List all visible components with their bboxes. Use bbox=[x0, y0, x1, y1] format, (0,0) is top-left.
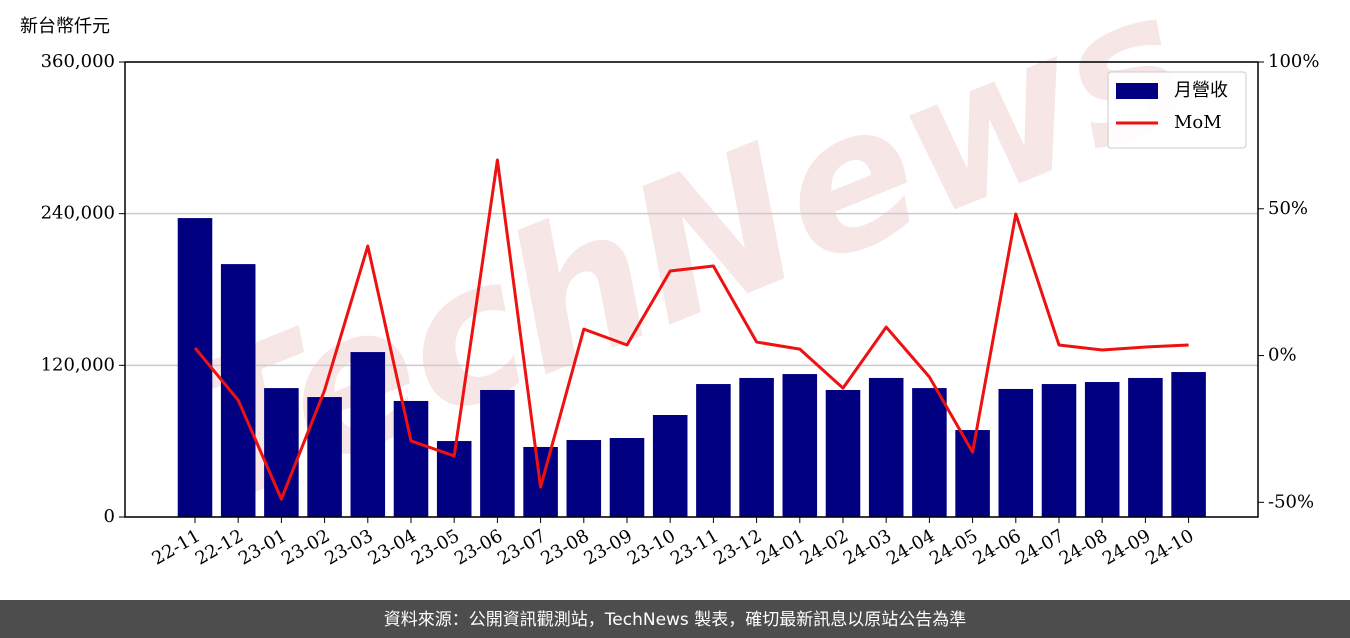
y-tick-label: 360,000 bbox=[41, 51, 115, 72]
x-tick-label: 24-07 bbox=[1013, 525, 1068, 569]
x-tick-label: 23-02 bbox=[278, 525, 333, 569]
y2-tick-label: 100% bbox=[1268, 51, 1319, 72]
legend-swatch bbox=[1116, 83, 1158, 99]
x-tick-label: 24-02 bbox=[797, 525, 852, 569]
y-tick-label: 120,000 bbox=[41, 354, 115, 375]
x-tick-label: 23-12 bbox=[710, 525, 765, 569]
y2-tick-label: 0% bbox=[1268, 345, 1297, 366]
bar bbox=[609, 438, 645, 517]
bar bbox=[825, 389, 861, 517]
x-tick-label: 23-04 bbox=[365, 525, 420, 569]
bar bbox=[652, 415, 688, 517]
x-tick-label: 24-03 bbox=[840, 525, 895, 569]
legend: 月營收 MoM bbox=[1107, 71, 1247, 149]
footer-source: 資料來源：公開資訊觀測站，TechNews 製表，確切最新訊息以原站公告為準 bbox=[384, 610, 966, 630]
plot-frame bbox=[124, 61, 1259, 518]
x-tick-label: 24-04 bbox=[883, 525, 938, 569]
legend-label: 月營收 bbox=[1174, 80, 1228, 101]
x-tick-label: 23-06 bbox=[451, 525, 506, 569]
bar bbox=[739, 377, 774, 517]
x-tick-label: 24-05 bbox=[926, 525, 981, 569]
bar bbox=[1041, 384, 1077, 517]
bar bbox=[393, 400, 429, 517]
x-tick-label: 24-01 bbox=[753, 525, 808, 569]
bar bbox=[220, 264, 256, 517]
bar bbox=[1128, 377, 1163, 517]
bar bbox=[480, 389, 515, 517]
x-tick-label: 23-11 bbox=[667, 525, 722, 569]
x-tick-label: 23-09 bbox=[581, 525, 636, 569]
bar bbox=[912, 388, 947, 517]
x-tick-label: 24-10 bbox=[1142, 525, 1197, 569]
legend-label: MoM bbox=[1174, 112, 1222, 133]
bar bbox=[350, 352, 386, 517]
bar bbox=[955, 430, 990, 517]
x-tick-label: 22-11 bbox=[149, 525, 204, 569]
bar bbox=[998, 388, 1034, 517]
x-tick-label: 22-12 bbox=[192, 525, 247, 569]
y-axis-label: 新台幣仟元 bbox=[20, 16, 110, 37]
bar bbox=[177, 218, 213, 517]
line bbox=[193, 158, 1189, 501]
x-tick-label: 23-03 bbox=[321, 525, 376, 569]
y-tick-label: 240,000 bbox=[41, 203, 115, 224]
footer-bar bbox=[0, 600, 1350, 638]
bar bbox=[566, 440, 602, 517]
x-tick-label: 23-08 bbox=[537, 525, 592, 569]
bar bbox=[782, 374, 818, 517]
x-tick-label: 24-09 bbox=[1099, 525, 1154, 569]
x-tick-label: 23-07 bbox=[494, 525, 549, 569]
bar bbox=[868, 377, 904, 517]
bar bbox=[307, 397, 342, 517]
x-tick-label: 23-10 bbox=[624, 525, 679, 569]
x-tick-label: 23-05 bbox=[408, 525, 463, 569]
y2-tick-label: -50% bbox=[1268, 491, 1314, 512]
bar bbox=[696, 384, 731, 517]
y-tick-label: 0 bbox=[104, 506, 115, 527]
x-tick-label: 24-08 bbox=[1056, 525, 1111, 569]
y2-tick-label: 50% bbox=[1268, 198, 1308, 219]
bar bbox=[1084, 382, 1120, 517]
bar bbox=[1171, 372, 1206, 517]
x-tick-label: 24-06 bbox=[969, 525, 1024, 569]
